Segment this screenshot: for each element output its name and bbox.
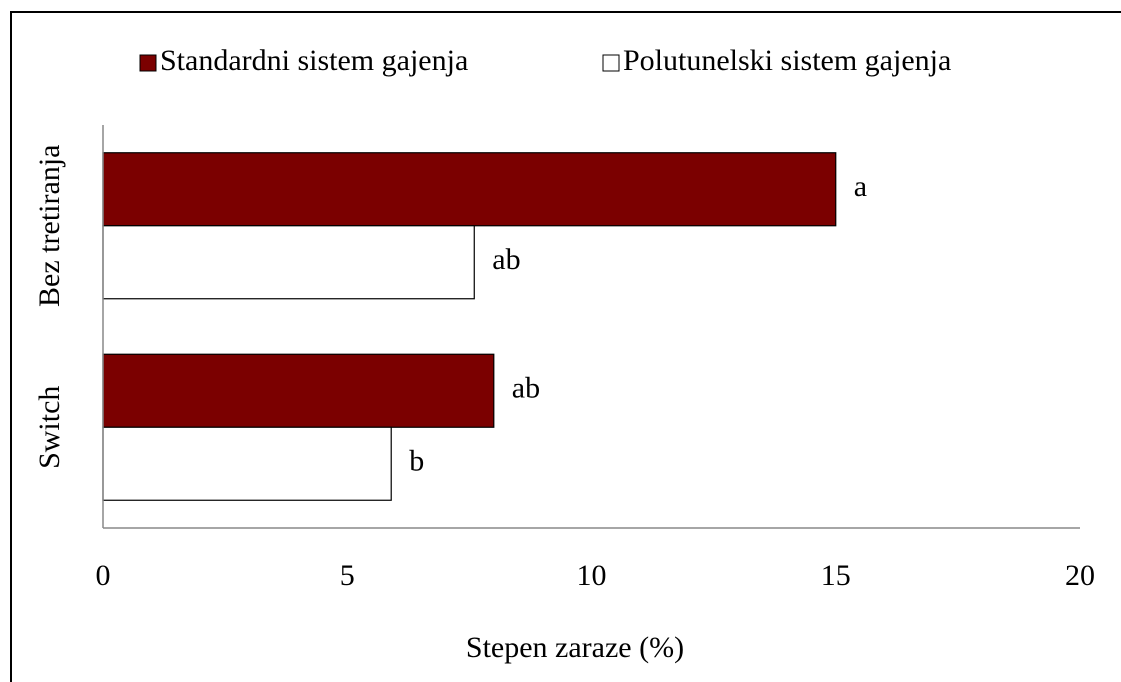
x-tick-label: 10 xyxy=(577,559,607,592)
x-tick-label: 5 xyxy=(340,559,355,592)
x-tick-label: 0 xyxy=(96,559,111,592)
frame xyxy=(10,11,1121,682)
x-tick-label: 20 xyxy=(1065,559,1095,592)
bar-annotation: ab xyxy=(492,243,520,276)
x-tick-label: 15 xyxy=(821,559,851,592)
y-tick-label: Bez tretiranja xyxy=(33,145,66,307)
legend-label: Standardni sistem gajenja xyxy=(160,44,468,77)
bar xyxy=(102,152,837,227)
bar xyxy=(102,426,392,501)
bar-annotation: ab xyxy=(512,372,540,405)
bar xyxy=(102,225,475,300)
bar-annotation: a xyxy=(854,170,867,203)
bar xyxy=(102,353,495,428)
legend-swatch xyxy=(139,54,157,72)
legend-label: Polutunelski sistem gajenja xyxy=(623,44,951,77)
y-tick-label: Switch xyxy=(33,386,66,469)
bar-annotation: b xyxy=(409,445,424,478)
legend-swatch xyxy=(602,54,620,72)
x-axis-title: Stepen zaraze (%) xyxy=(466,631,684,664)
